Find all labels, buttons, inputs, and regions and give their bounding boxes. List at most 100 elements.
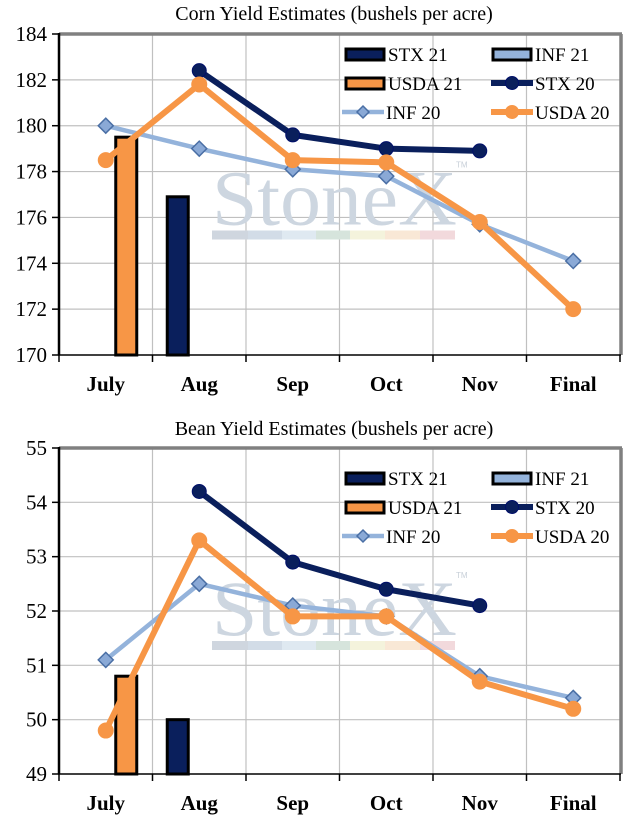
corn-y-tick-label: 172 <box>16 297 48 321</box>
legend-label-stx-20: STX 20 <box>535 498 595 519</box>
bean-y-tick-label: 55 <box>26 436 47 460</box>
legend-swatch-inf-21 <box>491 47 533 62</box>
legend-label-usda-20: USDA 20 <box>535 103 609 124</box>
corn-x-tick-label: July <box>86 372 125 396</box>
legend-marker-inf-20 <box>355 528 371 544</box>
bean-point-usda-20-final <box>565 700 582 717</box>
corn-x-tick-label: Nov <box>462 372 499 396</box>
watermark-bar-segment <box>282 641 316 650</box>
legend-label-usda-20: USDA 20 <box>535 527 609 548</box>
bean-legend-item-stx-20: STX 20 <box>491 498 595 519</box>
bean-y-tick-label: 54 <box>26 490 48 514</box>
bean-point-usda-20-sep <box>284 608 301 625</box>
bean-point-stx-20-oct <box>378 581 394 597</box>
legend-marker-stx-20 <box>505 500 519 514</box>
watermark-bar-segment <box>316 230 350 240</box>
corn-legend-item-inf-21: INF 21 <box>491 45 589 66</box>
corn-point-usda-20-oct <box>378 154 395 171</box>
bean-line-usda-20 <box>103 537 575 732</box>
bean-y-tick-label: 51 <box>26 653 47 677</box>
corn-point-usda-20-aug <box>191 76 208 93</box>
corn-watermark: StoneX TM <box>212 155 468 242</box>
bean-point-usda-20-oct <box>378 608 395 625</box>
corn-y-tick-label: 184 <box>16 22 48 46</box>
corn-x-tick-label: Final <box>550 372 597 396</box>
legend-swatch-usda-21 <box>344 500 386 515</box>
corn-legend-item-inf-20: INF 20 <box>342 103 440 124</box>
legend-label-inf-20: INF 20 <box>386 103 440 124</box>
corn-point-inf-20-oct <box>377 167 395 185</box>
legend-label-usda-21: USDA 21 <box>388 74 462 95</box>
watermark-bar-segment <box>248 230 282 240</box>
corn-chart-title: Corn Yield Estimates (bushels per acre) <box>175 3 493 25</box>
watermark-bar-segment <box>385 641 420 650</box>
bean-x-tick-label: Aug <box>181 791 219 815</box>
corn-point-stx-20-nov <box>472 143 488 159</box>
corn-point-stx-20-sep <box>285 127 301 143</box>
legend-label-inf-21: INF 21 <box>535 469 589 490</box>
watermark-bar-segment <box>350 230 385 240</box>
bean-x-tick-label: Sep <box>276 791 309 815</box>
corn-point-inf-20-aug <box>190 140 208 158</box>
corn-x-tick-label: Aug <box>181 372 219 396</box>
corn-legend-item-usda-21: USDA 21 <box>344 74 462 95</box>
corn-point-usda-20-nov <box>471 214 488 231</box>
watermark-trademark: TM <box>456 161 468 170</box>
legend-swatch-usda-21 <box>344 76 386 91</box>
legend-label-stx-21: STX 21 <box>388 469 448 490</box>
corn-y-tick-label: 178 <box>16 160 48 184</box>
corn-point-inf-20-final <box>564 252 582 270</box>
watermark-bar-segment <box>212 230 248 240</box>
corn-legend-item-stx-21: STX 21 <box>344 45 448 66</box>
corn-legend: STX 21 INF 21 USDA 21 STX 20 INF 20 USDA 20 <box>342 45 609 124</box>
legend-swatch-stx-21 <box>344 47 386 62</box>
bean-point-usda-20-nov <box>471 673 488 690</box>
corn-y-tick-label: 176 <box>16 205 48 229</box>
legend-label-usda-21: USDA 21 <box>388 498 462 519</box>
bean-x-tick-label: Nov <box>462 791 499 815</box>
corn-point-stx-20-aug <box>191 63 207 79</box>
bean-line-inf-20 <box>104 581 574 701</box>
corn-y-tick-label: 174 <box>16 251 48 275</box>
watermark-trademark: TM <box>456 571 468 580</box>
corn-point-stx-20-oct <box>378 141 394 157</box>
bean-y-tick-label: 52 <box>26 599 47 623</box>
corn-point-usda-20-sep <box>284 152 301 169</box>
watermark-bar-segment <box>212 641 248 650</box>
corn-point-inf-20-july <box>97 117 115 135</box>
corn-yield-chart: StoneX TM 184 182 180 178 176 174 172 170 July Aug S… <box>16 3 623 396</box>
bean-y-tick-label: 49 <box>26 762 47 786</box>
watermark-text: StoneX <box>212 155 457 242</box>
corn-line-inf-20 <box>105 123 575 264</box>
legend-label-inf-20: INF 20 <box>386 527 440 548</box>
watermark-bar-segment <box>385 230 420 240</box>
bean-point-stx-20-sep <box>285 554 301 570</box>
legend-label-inf-21: INF 21 <box>535 45 589 66</box>
watermark-bar-segment <box>282 230 316 240</box>
legend-swatch-inf-21 <box>491 471 533 486</box>
bean-y-tick-label: 53 <box>26 545 47 569</box>
bean-point-inf-20-aug <box>190 575 208 593</box>
bean-point-stx-20-nov <box>472 598 488 614</box>
corn-x-tick-label: Oct <box>370 372 403 396</box>
watermark-bar-segment <box>248 641 282 650</box>
bean-y-tick-label: 50 <box>26 708 47 732</box>
corn-legend-item-usda-20: USDA 20 <box>491 103 609 124</box>
bean-point-usda-20-july <box>97 722 114 739</box>
bean-point-stx-20-aug <box>191 483 207 499</box>
corn-bar-usda-21-july <box>114 135 139 357</box>
corn-legend-item-stx-20: STX 20 <box>491 74 595 95</box>
watermark-bar-segment <box>420 641 455 650</box>
bean-x-tick-label: Final <box>550 791 597 815</box>
bean-legend: STX 21 INF 21 USDA 21 STX 20 INF 20 USDA 20 <box>342 469 609 548</box>
corn-point-usda-20-july <box>97 152 114 169</box>
legend-marker-usda-20 <box>505 529 519 543</box>
legend-marker-stx-20 <box>505 76 519 90</box>
corn-bar-stx-21-aug <box>165 195 190 357</box>
corn-point-usda-20-final <box>565 301 582 318</box>
corn-y-tick-label: 182 <box>16 68 48 92</box>
legend-label-stx-20: STX 20 <box>535 74 595 95</box>
bean-legend-item-inf-21: INF 21 <box>491 469 589 490</box>
bean-bar-stx-21-aug <box>165 718 190 776</box>
